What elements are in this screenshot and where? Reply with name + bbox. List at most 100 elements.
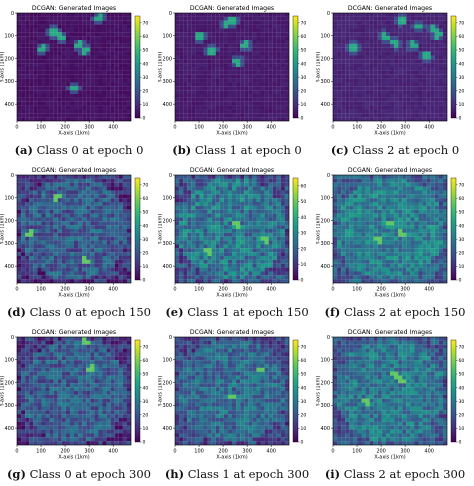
heatmap-cell: [53, 86, 58, 91]
heatmap-cell: [337, 229, 342, 233]
heatmap-cell: [345, 78, 350, 83]
heatmap-cell: [345, 24, 350, 29]
heatmap-cell: [434, 186, 439, 191]
heatmap-cell: [86, 36, 91, 41]
heatmap-cell: [183, 175, 188, 179]
heatmap-cell: [333, 55, 338, 60]
heatmap-cell: [49, 271, 54, 276]
heatmap-cell: [394, 109, 399, 114]
heatmap-cell: [82, 105, 87, 110]
heatmap-cell: [25, 248, 30, 253]
heatmap-cell: [29, 67, 34, 71]
heatmap-cell: [422, 198, 427, 203]
heatmap-cell: [86, 275, 91, 280]
y-tick-label: 0: [169, 173, 172, 179]
heatmap-cell: [345, 205, 350, 210]
heatmap-cell: [276, 94, 281, 98]
colorbar-tick-label: 40: [301, 61, 307, 67]
heatmap-cell: [207, 267, 212, 272]
heatmap-cell: [422, 252, 427, 257]
heatmap-cell: [442, 74, 448, 79]
heatmap-cell: [53, 55, 58, 60]
heatmap-cell: [385, 279, 391, 284]
heatmap-cell: [49, 221, 54, 226]
heatmap-cell: [106, 271, 111, 276]
heatmap-cell: [227, 279, 233, 284]
heatmap-cell: [333, 40, 338, 44]
heatmap-cell: [232, 198, 237, 203]
heatmap-cell: [252, 178, 257, 183]
heatmap-cell: [418, 55, 423, 60]
heatmap-cell: [414, 109, 419, 114]
heatmap-cell: [199, 13, 204, 17]
heatmap-cell: [414, 59, 419, 64]
heatmap-cell: [426, 190, 431, 195]
heatmap-cell: [118, 36, 123, 41]
heatmap-cell: [118, 205, 123, 210]
heatmap-cell: [179, 190, 184, 195]
heatmap-cell: [118, 78, 123, 83]
heatmap-cell: [349, 217, 354, 222]
heatmap-cell: [280, 67, 285, 71]
heatmap-cell: [430, 248, 435, 253]
heatmap-cell: [78, 248, 83, 253]
heatmap-cell: [337, 263, 342, 268]
heatmap-cell: [442, 20, 448, 25]
heatmap-cell: [69, 90, 75, 95]
heatmap-cell: [365, 82, 370, 87]
heatmap-cell: [349, 109, 354, 114]
heatmap-cell: [53, 225, 58, 230]
heatmap-cell: [381, 70, 386, 75]
heatmap-cell: [122, 117, 127, 122]
heatmap-cell: [215, 248, 220, 253]
heatmap-cell: [414, 105, 419, 110]
heatmap-cell: [183, 40, 188, 44]
heatmap-cell: [280, 229, 285, 233]
heatmap-cell: [240, 229, 245, 233]
heatmap-cell: [86, 198, 91, 203]
heatmap-cell: [227, 213, 233, 218]
heatmap-cell: [236, 217, 241, 222]
heatmap-cell: [272, 51, 277, 56]
heatmap-cell: [223, 175, 228, 179]
heatmap-cell: [248, 47, 253, 52]
heatmap-cell: [82, 202, 87, 206]
heatmap-cell: [333, 105, 338, 110]
heatmap-cell: [21, 229, 26, 233]
heatmap-cell: [385, 70, 391, 75]
heatmap-cell: [37, 232, 42, 237]
heatmap-cell: [102, 20, 107, 25]
heatmap-cell: [102, 32, 107, 37]
heatmap-cell: [69, 97, 75, 102]
heatmap-cell: [422, 279, 427, 284]
heatmap-cell: [98, 36, 103, 41]
heatmap-cell: [102, 101, 107, 106]
heatmap-cell: [248, 275, 253, 280]
heatmap-cell: [86, 178, 91, 183]
heatmap-cell: [203, 244, 208, 249]
heatmap-cell: [65, 198, 70, 203]
heatmap-cell: [227, 225, 233, 230]
heatmap-cell: [390, 248, 395, 253]
chart-title: DCGAN: Generated Images: [32, 167, 116, 174]
heatmap-cell: [377, 198, 382, 203]
heatmap-cell: [21, 259, 26, 264]
heatmap-cell: [57, 63, 62, 68]
heatmap-cell: [118, 240, 123, 245]
heatmap-cell: [78, 209, 83, 214]
heatmap-cell: [187, 78, 192, 83]
heatmap-cell: [211, 182, 216, 187]
heatmap-cell: [102, 105, 107, 110]
heatmap-cell: [236, 70, 241, 75]
heatmap-cell: [219, 190, 224, 195]
heatmap-cell: [398, 82, 403, 87]
heatmap-cell: [219, 236, 224, 241]
heatmap-cell: [430, 213, 435, 218]
heatmap-cell: [276, 225, 281, 230]
heatmap-cell: [341, 279, 346, 284]
heatmap-cell: [268, 263, 273, 268]
heatmap-cell: [69, 36, 75, 41]
heatmap-cell: [418, 16, 423, 21]
heatmap-cell: [349, 202, 354, 206]
heatmap-cell: [203, 90, 208, 95]
